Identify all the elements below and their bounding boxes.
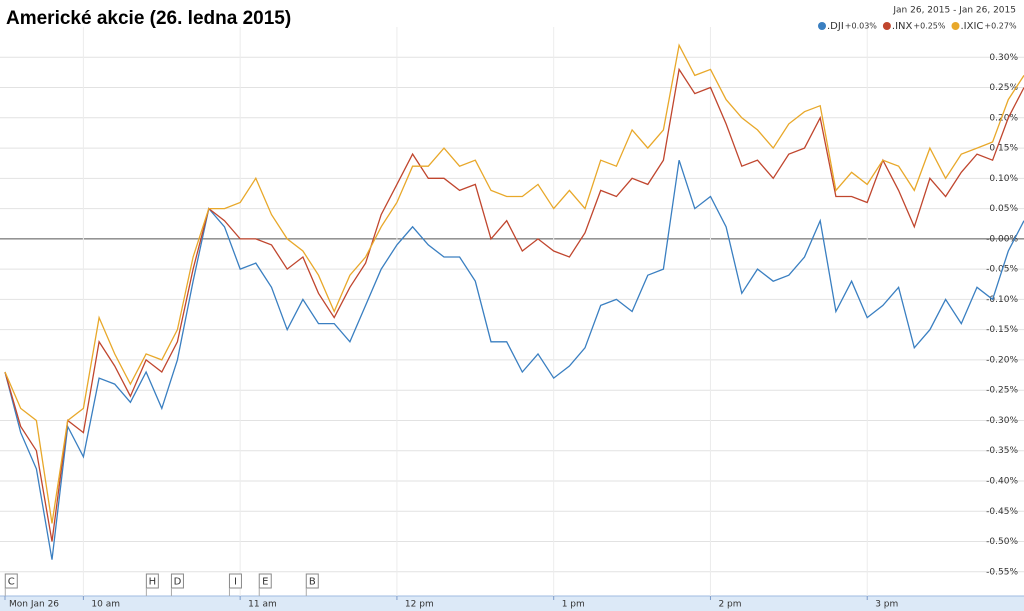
y-tick-label: 0.20% xyxy=(989,113,1018,123)
y-tick-label: -0.30% xyxy=(986,416,1018,426)
y-tick-label: -0.55% xyxy=(986,567,1018,577)
event-label: D xyxy=(174,577,182,588)
x-tick-label: 11 am xyxy=(248,600,277,610)
legend-name: .INX xyxy=(892,21,913,32)
event-label: H xyxy=(149,577,157,588)
x-tick-label: 2 pm xyxy=(718,600,741,610)
grid xyxy=(0,27,1024,596)
x-tick-label: 1 pm xyxy=(562,600,585,610)
event-marker xyxy=(258,573,272,589)
y-tick-label: -0.00% xyxy=(986,234,1018,244)
y-tick-label: 0.05% xyxy=(989,204,1018,214)
x-axis-band xyxy=(0,596,1024,611)
event-marker xyxy=(145,573,159,589)
legend-change: +0.27% xyxy=(984,22,1017,31)
series-line xyxy=(4,67,1024,542)
event-label: B xyxy=(309,577,316,588)
date-range: Jan 26, 2015 - Jan 26, 2015 xyxy=(892,6,1016,16)
event-marker xyxy=(228,573,242,589)
event-label: C xyxy=(8,577,15,588)
y-tick-label: -0.50% xyxy=(986,537,1018,547)
chart-title: Americké akcie (26. ledna 2015) xyxy=(6,8,291,29)
y-tick-label: -0.45% xyxy=(986,507,1018,517)
y-tick-label: 0.30% xyxy=(989,53,1018,63)
legend-name: .DJI xyxy=(827,21,844,32)
event-label: I xyxy=(234,577,237,588)
legend-dot xyxy=(951,22,960,30)
event-marker xyxy=(4,573,18,589)
y-tick-label: -0.25% xyxy=(986,386,1018,396)
y-tick-label: -0.20% xyxy=(986,355,1018,365)
legend-dot xyxy=(818,22,826,30)
y-tick-label: -0.10% xyxy=(986,295,1018,305)
y-tick-label: 0.10% xyxy=(989,174,1018,184)
y-tick-label: -0.15% xyxy=(986,325,1018,335)
series-line xyxy=(4,43,1024,524)
legend-dot xyxy=(882,22,891,30)
y-tick-label: 0.15% xyxy=(989,144,1018,154)
x-tick-label: 10 am xyxy=(91,600,120,610)
legend-change: +0.03% xyxy=(845,22,878,31)
legend-change: +0.25% xyxy=(913,22,946,31)
y-tick-label: -0.40% xyxy=(986,476,1018,486)
y-tick-label: -0.35% xyxy=(986,446,1018,456)
x-tick-label: Mon Jan 26 xyxy=(9,600,59,610)
x-tick-label: 3 pm xyxy=(875,600,898,610)
x-tick-label: 12 pm xyxy=(405,600,434,610)
event-marker xyxy=(305,573,319,589)
series-line xyxy=(4,159,1024,560)
legend-name: .IXIC xyxy=(961,21,984,32)
y-tick-label: 0.25% xyxy=(989,83,1018,93)
event-marker xyxy=(170,573,184,589)
event-label: E xyxy=(262,577,268,588)
